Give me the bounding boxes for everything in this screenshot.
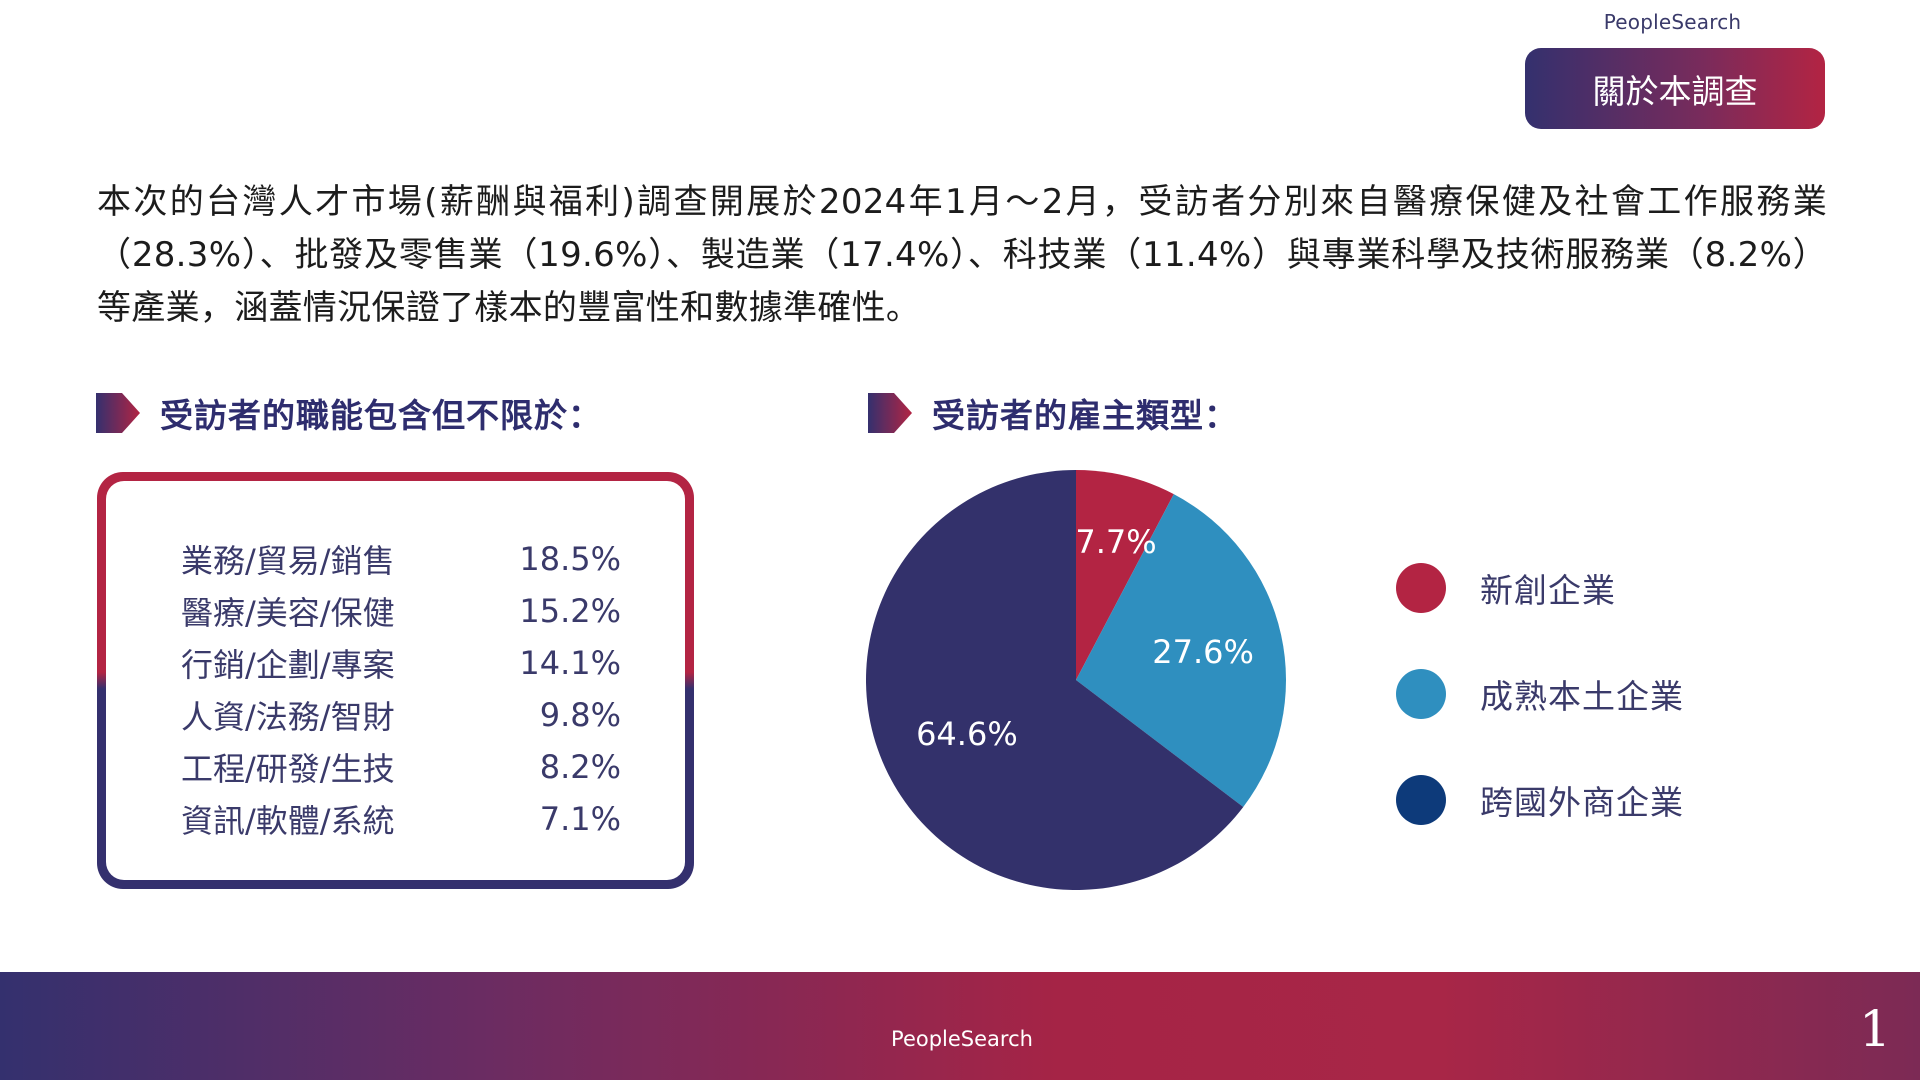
function-label: 人資/法務/智財 <box>181 698 395 736</box>
legend-label: 跨國外商企業 <box>1480 783 1684 822</box>
legend-dot <box>1396 669 1446 719</box>
function-label: 行銷/企劃/專案 <box>181 646 395 684</box>
function-row: 行銷/企劃/專案 14.1% <box>181 637 621 689</box>
footer-bar: PeopleSearch 1 <box>0 972 1920 1080</box>
function-label: 醫療/美容/保健 <box>181 594 395 632</box>
legend-label: 成熟本土企業 <box>1480 677 1684 716</box>
employer-heading-text: 受訪者的雇主類型： <box>932 396 1238 435</box>
employer-pie-chart: 7.7% 27.6% 64.6% <box>866 470 1286 890</box>
function-value: 9.8% <box>539 696 621 734</box>
pie-slice-local-enterprise <box>1076 494 1286 807</box>
arrow-marker-icon <box>868 393 912 433</box>
function-label: 業務/貿易/銷售 <box>181 542 395 580</box>
function-row: 資訊/軟體/系統 7.1% <box>181 793 621 845</box>
pie-data-label: 64.6% <box>916 715 1018 753</box>
pie-slice-multinational <box>866 470 1244 890</box>
legend-item-local-enterprise: 成熟本土企業 <box>1396 641 1684 747</box>
function-value: 15.2% <box>519 592 621 630</box>
header-brand: PeopleSearch <box>1603 10 1742 34</box>
pie-legend: 新創企業 成熟本土企業 跨國外商企業 <box>1396 535 1684 853</box>
function-value: 8.2% <box>539 748 621 786</box>
function-row: 人資/法務/智財 9.8% <box>181 689 621 741</box>
function-row: 醫療/美容/保健 15.2% <box>181 585 621 637</box>
functions-table-frame: 業務/貿易/銷售 18.5% 醫療/美容/保健 15.2% 行銷/企劃/專案 1… <box>97 472 694 889</box>
employer-heading: 受訪者的雇主類型： <box>868 388 1238 438</box>
legend-dot <box>1396 775 1446 825</box>
function-value: 14.1% <box>519 644 621 682</box>
functions-table: 業務/貿易/銷售 18.5% 醫療/美容/保健 15.2% 行銷/企劃/專案 1… <box>106 481 685 880</box>
pie-svg: 7.7% 27.6% 64.6% <box>866 470 1286 890</box>
legend-label: 新創企業 <box>1480 571 1616 610</box>
pie-data-label: 27.6% <box>1152 633 1254 671</box>
functions-heading-text: 受訪者的職能包含但不限於： <box>160 396 602 435</box>
function-row: 業務/貿易/銷售 18.5% <box>181 533 621 585</box>
legend-item-startup: 新創企業 <box>1396 535 1684 641</box>
function-label: 工程/研發/生技 <box>181 750 395 788</box>
page-title-badge: 關於本調查 <box>1525 48 1825 129</box>
function-row: 工程/研發/生技 8.2% <box>181 741 621 793</box>
functions-heading: 受訪者的職能包含但不限於： <box>96 388 602 438</box>
legend-dot <box>1396 563 1446 613</box>
pie-slice-startup <box>1076 470 1174 680</box>
arrow-marker-icon <box>96 393 140 433</box>
function-label: 資訊/軟體/系統 <box>181 802 395 840</box>
pie-data-label: 7.7% <box>1075 523 1156 561</box>
page-number: 1 <box>1859 1000 1891 1058</box>
legend-item-multinational: 跨國外商企業 <box>1396 747 1684 853</box>
function-value: 18.5% <box>519 540 621 578</box>
function-value: 7.1% <box>539 800 621 838</box>
intro-paragraph: 本次的台灣人才市場(薪酬與福利)調查開展於2024年1月～2月，受訪者分別來自醫… <box>97 182 1827 328</box>
footer-brand: PeopleSearch <box>891 1027 1033 1051</box>
